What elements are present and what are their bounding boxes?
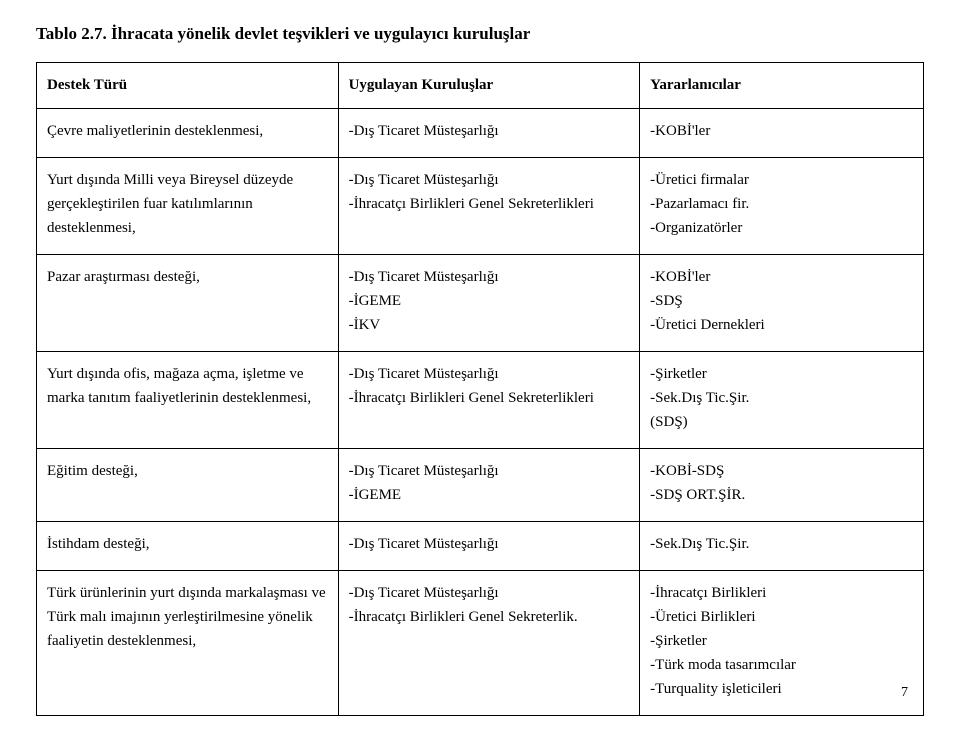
cell-yararlanici: -KOBİ'ler (640, 109, 924, 158)
cell-uygulayan: -Dış Ticaret Müsteşarlığı -İhracatçı Bir… (338, 352, 640, 449)
table-body: Çevre maliyetlerinin desteklenmesi, -Dış… (37, 109, 924, 716)
col-header-uygulayan: Uygulayan Kuruluşlar (338, 63, 640, 109)
incentives-table: Destek Türü Uygulayan Kuruluşlar Yararla… (36, 62, 924, 716)
table-row: Yurt dışında ofis, mağaza açma, işletme … (37, 352, 924, 449)
cell-uygulayan: -Dış Ticaret Müsteşarlığı -İGEME -İKV (338, 255, 640, 352)
cell-line: -Dış Ticaret Müsteşarlığı (349, 168, 630, 192)
cell-line: Çevre maliyetlerinin desteklenmesi, (47, 119, 328, 143)
table-row: Çevre maliyetlerinin desteklenmesi, -Dış… (37, 109, 924, 158)
cell-line: -Sek.Dış Tic.Şir. (650, 532, 913, 556)
cell-destek: Yurt dışında Milli veya Bireysel düzeyde… (37, 158, 339, 255)
cell-line: -İhracatçı Birlikleri Genel Sekreterlik. (349, 605, 630, 629)
page-title: Tablo 2.7. İhracata yönelik devlet teşvi… (36, 24, 924, 44)
cell-line: -Sek.Dış Tic.Şir. (650, 386, 913, 410)
cell-uygulayan: -Dış Ticaret Müsteşarlığı -İGEME (338, 449, 640, 522)
table-row: Yurt dışında Milli veya Bireysel düzeyde… (37, 158, 924, 255)
col-header-destek-turu: Destek Türü (37, 63, 339, 109)
cell-line: -Turquality işleticileri (650, 677, 913, 701)
cell-line: İstihdam desteği, (47, 532, 328, 556)
table-row: Pazar araştırması desteği, -Dış Ticaret … (37, 255, 924, 352)
cell-line: -Üretici firmalar (650, 168, 913, 192)
cell-line: -Şirketler (650, 362, 913, 386)
cell-line: -Üretici Birlikleri (650, 605, 913, 629)
page-number: 7 (901, 685, 908, 701)
cell-line: -İGEME (349, 483, 630, 507)
cell-line: -Dış Ticaret Müsteşarlığı (349, 119, 630, 143)
cell-line: -İhracatçı Birlikleri Genel Sekreterlikl… (349, 386, 630, 410)
cell-line: -Dış Ticaret Müsteşarlığı (349, 265, 630, 289)
cell-yararlanici: -KOBİ'ler -SDŞ -Üretici Dernekleri (640, 255, 924, 352)
cell-destek: Eğitim desteği, (37, 449, 339, 522)
cell-yararlanici: -Sek.Dış Tic.Şir. (640, 522, 924, 571)
cell-destek: Pazar araştırması desteği, (37, 255, 339, 352)
cell-destek: Türk ürünlerinin yurt dışında markalaşma… (37, 571, 339, 716)
cell-line: -İhracatçı Birlikleri Genel Sekreterlikl… (349, 192, 630, 216)
cell-line: -İGEME (349, 289, 630, 313)
cell-line: Eğitim desteği, (47, 459, 328, 483)
cell-line: (SDŞ) (650, 410, 913, 434)
cell-line: -Dış Ticaret Müsteşarlığı (349, 362, 630, 386)
cell-line: -KOBİ-SDŞ (650, 459, 913, 483)
cell-line: Pazar araştırması desteği, (47, 265, 328, 289)
cell-line: Türk ürünlerinin yurt dışında markalaşma… (47, 581, 328, 653)
col-header-yararlanicilar: Yararlanıcılar (640, 63, 924, 109)
cell-line: Yurt dışında ofis, mağaza açma, işletme … (47, 362, 328, 410)
cell-uygulayan: -Dış Ticaret Müsteşarlığı -İhracatçı Bir… (338, 158, 640, 255)
cell-line: -Türk moda tasarımcılar (650, 653, 913, 677)
cell-destek: Çevre maliyetlerinin desteklenmesi, (37, 109, 339, 158)
cell-line: -Üretici Dernekleri (650, 313, 913, 337)
page: Tablo 2.7. İhracata yönelik devlet teşvi… (36, 24, 924, 717)
cell-uygulayan: -Dış Ticaret Müsteşarlığı -İhracatçı Bir… (338, 571, 640, 716)
table-row: Türk ürünlerinin yurt dışında markalaşma… (37, 571, 924, 716)
cell-uygulayan: -Dış Ticaret Müsteşarlığı (338, 522, 640, 571)
cell-line: -KOBİ'ler (650, 265, 913, 289)
cell-destek: Yurt dışında ofis, mağaza açma, işletme … (37, 352, 339, 449)
cell-line: -SDŞ (650, 289, 913, 313)
cell-yararlanici: -KOBİ-SDŞ -SDŞ ORT.ŞİR. (640, 449, 924, 522)
table-header-row: Destek Türü Uygulayan Kuruluşlar Yararla… (37, 63, 924, 109)
cell-line: -Pazarlamacı fir. (650, 192, 913, 216)
cell-uygulayan: -Dış Ticaret Müsteşarlığı (338, 109, 640, 158)
cell-line: -Dış Ticaret Müsteşarlığı (349, 459, 630, 483)
cell-line: -Dış Ticaret Müsteşarlığı (349, 581, 630, 605)
cell-line: -SDŞ ORT.ŞİR. (650, 483, 913, 507)
cell-line: -Dış Ticaret Müsteşarlığı (349, 532, 630, 556)
cell-line: -İhracatçı Birlikleri (650, 581, 913, 605)
cell-line: -KOBİ'ler (650, 119, 913, 143)
cell-yararlanici: -Şirketler -Sek.Dış Tic.Şir. (SDŞ) (640, 352, 924, 449)
cell-destek: İstihdam desteği, (37, 522, 339, 571)
table-row: İstihdam desteği, -Dış Ticaret Müsteşarl… (37, 522, 924, 571)
cell-line: -Şirketler (650, 629, 913, 653)
table-row: Eğitim desteği, -Dış Ticaret Müsteşarlığ… (37, 449, 924, 522)
cell-line: Yurt dışında Milli veya Bireysel düzeyde… (47, 168, 328, 240)
cell-yararlanici: -Üretici firmalar -Pazarlamacı fir. -Org… (640, 158, 924, 255)
cell-line: -İKV (349, 313, 630, 337)
cell-line: -Organizatörler (650, 216, 913, 240)
cell-yararlanici: -İhracatçı Birlikleri -Üretici Birlikler… (640, 571, 924, 716)
